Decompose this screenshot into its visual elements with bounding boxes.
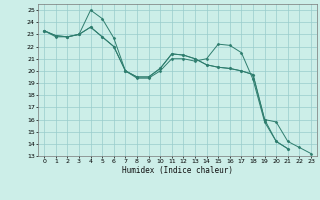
X-axis label: Humidex (Indice chaleur): Humidex (Indice chaleur)	[122, 166, 233, 175]
